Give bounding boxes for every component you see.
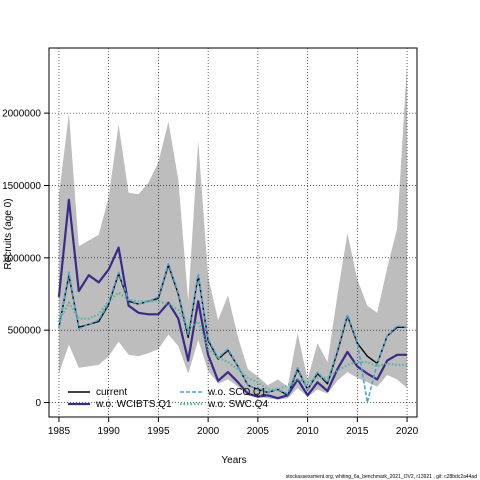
y-tick-label: 0 bbox=[35, 398, 41, 409]
series-layer bbox=[57, 198, 408, 404]
x-tick-label: 2010 bbox=[296, 426, 319, 437]
legend-label: w.o. WCIBTS.Q1 bbox=[95, 399, 172, 410]
series-line-3 bbox=[57, 291, 408, 391]
x-tick-label: 1990 bbox=[98, 426, 121, 437]
legend-label: w.o. SCO.Q1 bbox=[207, 387, 267, 398]
x-axis-title: Years bbox=[221, 455, 246, 466]
y-tick-label: 500000 bbox=[8, 326, 42, 337]
x-tick-label: 1995 bbox=[147, 426, 170, 437]
confidence-band bbox=[58, 62, 408, 400]
legend-label: w.o. SWC.Q4 bbox=[207, 399, 268, 410]
grid-layer bbox=[49, 48, 417, 417]
series-line-2 bbox=[58, 262, 408, 404]
x-tick-label: 2015 bbox=[346, 426, 369, 437]
series-line-1 bbox=[57, 198, 408, 400]
confidence-band-layer bbox=[58, 62, 408, 400]
footer-text: stockassessment.org, whiting_6a_benchmar… bbox=[286, 474, 477, 480]
legend-label: current bbox=[96, 387, 127, 398]
x-tick-label: 2020 bbox=[396, 426, 419, 437]
y-tick-label: 1500000 bbox=[2, 181, 41, 192]
y-tick-label: 2000000 bbox=[2, 109, 41, 120]
y-tick-label: 1000000 bbox=[2, 253, 41, 264]
x-tick-label: 2000 bbox=[197, 426, 220, 437]
y-axis-title: Recruits (age 0) bbox=[3, 198, 14, 269]
axis-layer: 1985 1990 1995 2000 2005 2010 2015 2020 0 500000 1… bbox=[2, 109, 419, 437]
plot-frame bbox=[48, 47, 418, 418]
x-tick-label: 1985 bbox=[48, 426, 71, 437]
x-tick-label: 2005 bbox=[247, 426, 270, 437]
